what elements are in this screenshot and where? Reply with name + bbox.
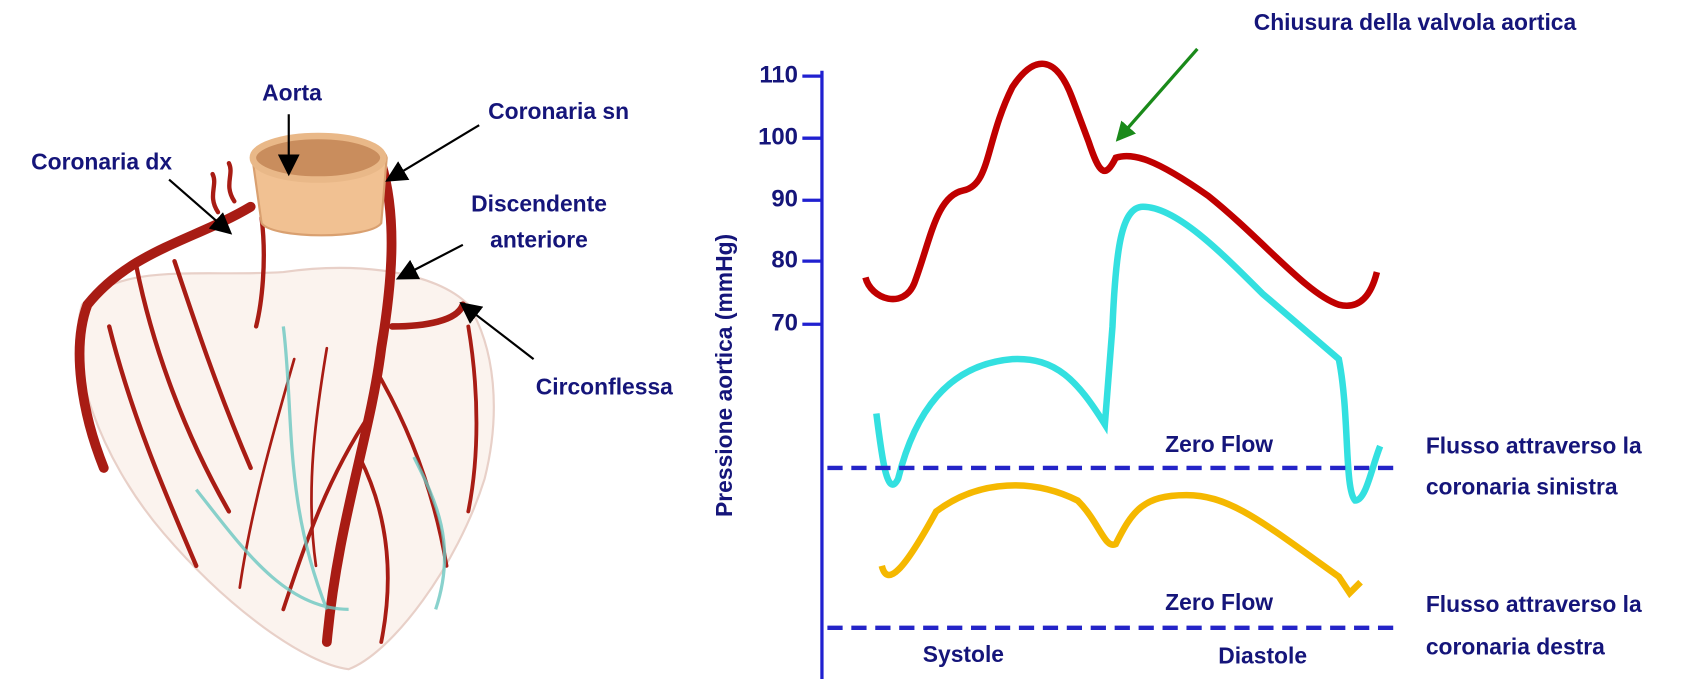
zero-flow-label: Zero Flow: [1165, 589, 1273, 615]
annotation-arrow: [1118, 49, 1197, 139]
aortic-pressure-curve: [865, 64, 1376, 306]
phase-label: Diastole: [1218, 642, 1307, 668]
annotation: Chiusura della valvola aortica: [1254, 9, 1577, 35]
label-coronaria-dx: Coronaria dx: [31, 148, 172, 174]
y-tick-label: 70: [771, 310, 798, 337]
label-anteriore: anteriore: [490, 227, 588, 253]
zero-flow-label: Zero Flow: [1165, 431, 1273, 457]
left-coronary-label: coronaria sinistra: [1426, 474, 1618, 500]
y-tick-label: 110: [759, 61, 798, 88]
right-coronary-label: coronaria destra: [1426, 634, 1605, 660]
y-axis-label: Pressione aortica (mmHg): [711, 234, 737, 517]
left-coronary-label: Flusso attraverso la: [1426, 432, 1642, 458]
left-coronary-flow-curve: [876, 207, 1380, 501]
y-tick-marks: [802, 76, 822, 324]
heart-illustration: [78, 136, 494, 669]
label-aorta: Aorta: [262, 80, 322, 106]
label-circonflessa: Circonflessa: [536, 373, 673, 399]
right-coronary-flow-curve: [882, 485, 1361, 593]
y-tick-label: 90: [771, 186, 798, 213]
label-discendente: Discendente: [471, 191, 607, 217]
page: {"heart": { "aorta": "Aorta", "coronaria…: [0, 0, 1707, 679]
right-coronary-label: Flusso attraverso la: [1426, 591, 1642, 617]
slide: Aorta Coronaria sn Coronaria dx Discende…: [0, 0, 1707, 679]
label-coronaria-sn: Coronaria sn: [488, 98, 629, 124]
y-tick-label: 80: [771, 246, 798, 273]
phase-label: Systole: [923, 641, 1004, 667]
y-tick-label: 100: [758, 124, 798, 151]
